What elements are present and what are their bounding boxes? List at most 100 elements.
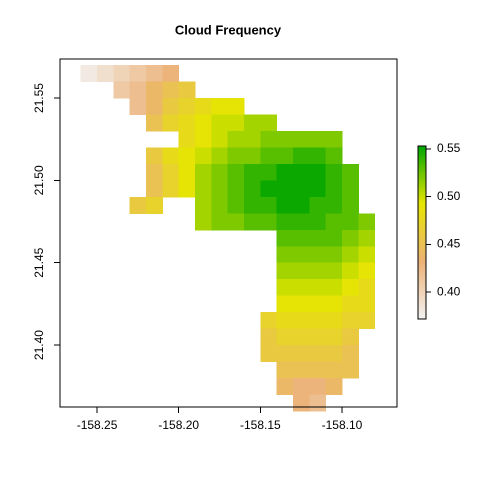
raster-cell — [276, 229, 294, 247]
raster-cell — [276, 163, 294, 181]
raster-cell — [178, 98, 196, 116]
raster-cell — [325, 279, 343, 297]
raster-cell — [129, 81, 147, 99]
raster-cell — [309, 345, 327, 363]
raster-cell — [341, 163, 359, 181]
raster-cell — [358, 262, 376, 280]
raster-cell — [244, 147, 261, 165]
raster-cell — [276, 180, 294, 198]
raster-cell — [178, 114, 196, 132]
colorbar-tick-label: 0.55 — [437, 141, 461, 155]
raster-cell — [260, 180, 278, 198]
raster-cell — [276, 279, 294, 297]
raster-cell — [227, 180, 245, 198]
raster-cell — [195, 163, 212, 181]
raster-cell — [358, 279, 376, 297]
raster-cell — [325, 213, 343, 231]
raster-cell — [341, 246, 359, 264]
raster-cell — [97, 65, 114, 83]
raster-cell — [341, 180, 359, 198]
raster-cell — [260, 114, 278, 132]
raster-cell — [244, 163, 261, 181]
raster-cell — [309, 361, 327, 379]
raster-cell — [244, 180, 261, 198]
y-tick-label: 21.50 — [32, 165, 46, 195]
raster-cell — [325, 312, 343, 330]
raster-cell — [227, 147, 245, 165]
raster-cell — [292, 262, 310, 280]
raster-cell — [195, 180, 212, 198]
y-tick-label: 21.45 — [32, 247, 46, 277]
raster-cell — [309, 328, 327, 346]
raster-cell — [80, 65, 98, 83]
raster-cell — [162, 65, 180, 83]
raster-cell — [309, 213, 327, 231]
raster-cell — [358, 295, 376, 313]
raster-cell — [292, 229, 310, 247]
raster-cell — [146, 81, 163, 99]
raster-cell — [276, 295, 294, 313]
raster-cell — [162, 180, 180, 198]
raster-cell — [276, 196, 294, 214]
raster-cell — [325, 378, 343, 395]
raster-cell — [292, 196, 310, 214]
raster-cell — [341, 345, 359, 363]
raster-cell — [309, 312, 327, 330]
raster-cell — [341, 295, 359, 313]
raster-cell — [146, 163, 163, 181]
raster-cell — [309, 180, 327, 198]
raster-cell — [211, 130, 229, 148]
raster-cell — [260, 196, 278, 214]
raster-cell — [325, 163, 343, 181]
raster-cell — [129, 98, 147, 116]
raster-cell — [129, 65, 147, 83]
raster-cell — [358, 312, 376, 330]
raster-cell — [260, 345, 278, 363]
raster-cell — [260, 328, 278, 346]
raster-cell — [341, 328, 359, 346]
raster-cell — [309, 394, 327, 412]
raster-cell — [341, 213, 359, 231]
raster-cell — [211, 147, 229, 165]
raster-cell — [276, 246, 294, 264]
raster-cell — [309, 295, 327, 313]
raster-cell — [162, 163, 180, 181]
raster-cell — [195, 147, 212, 165]
raster-cell — [309, 378, 327, 395]
raster-cell — [292, 328, 310, 346]
raster-cell — [162, 147, 180, 165]
raster-cell — [309, 147, 327, 165]
raster-cell — [358, 213, 376, 231]
raster-cell — [146, 65, 163, 83]
raster-cell — [341, 312, 359, 330]
raster-cell — [260, 130, 278, 148]
plot-frame — [59, 58, 398, 408]
raster-cell — [227, 213, 245, 231]
raster-cell — [292, 378, 310, 395]
raster-cell — [195, 213, 212, 231]
raster-cell — [325, 295, 343, 313]
raster-cell — [292, 163, 310, 181]
raster-cell — [260, 147, 278, 165]
raster-cell — [211, 180, 229, 198]
raster-cell — [227, 114, 245, 132]
raster-cell — [162, 98, 180, 116]
raster — [80, 65, 376, 412]
raster-cell — [146, 98, 163, 116]
raster-cell — [113, 81, 131, 99]
chart-title: Cloud Frequency — [175, 22, 282, 37]
raster-cell — [325, 196, 343, 214]
raster-cell — [227, 98, 245, 116]
raster-cell — [178, 147, 196, 165]
raster-cell — [276, 345, 294, 363]
raster-cell — [325, 246, 343, 264]
raster-cell — [325, 130, 343, 148]
raster-cell — [195, 98, 212, 116]
raster-cell — [227, 163, 245, 181]
raster-cell — [325, 262, 343, 280]
raster-cell — [211, 163, 229, 181]
raster-cell — [309, 246, 327, 264]
raster-cell — [276, 213, 294, 231]
